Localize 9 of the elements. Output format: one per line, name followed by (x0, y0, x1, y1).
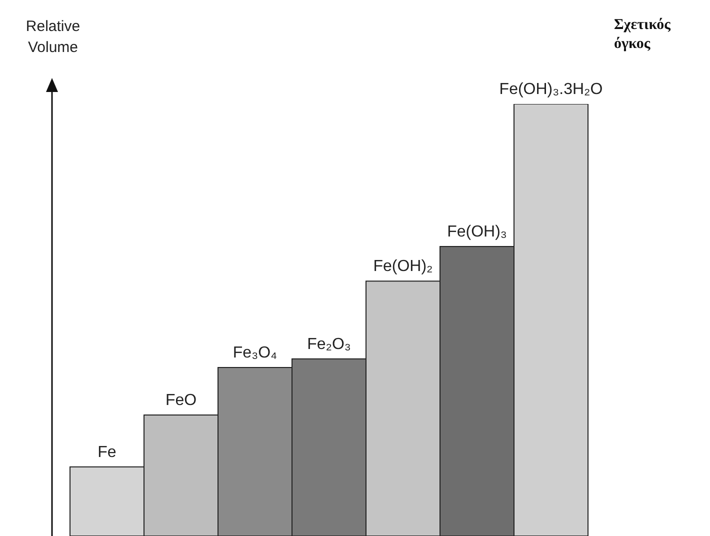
y-axis-title: Relative Volume (24, 17, 82, 58)
x-tick-label: Fe(OH)₃.3H₂O (499, 81, 603, 98)
text: Σχετικός όγκος (614, 16, 672, 54)
x-tick-label: FeO (165, 392, 197, 410)
x-tick-label: Fe(OH)₂ (373, 258, 433, 276)
x-tick-label: Fe₂O₃ (307, 336, 351, 353)
x-tick-label: Fe₃O₄ (232, 344, 278, 362)
x-tick-label: Fe (98, 444, 116, 461)
x-tick-label: Fe(OH)₃ (447, 224, 507, 241)
